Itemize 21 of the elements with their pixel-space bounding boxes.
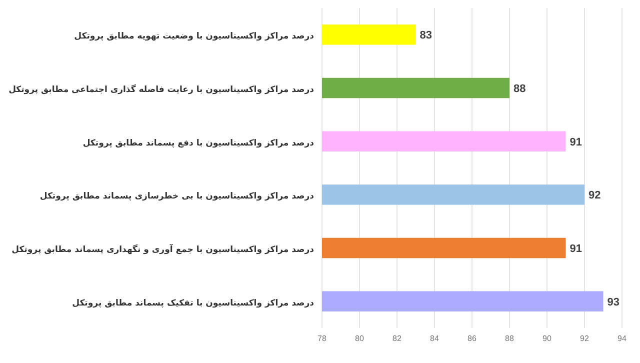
data-label: 93 bbox=[607, 296, 620, 308]
data-label: 92 bbox=[588, 190, 601, 202]
x-tick-label: 88 bbox=[505, 334, 514, 343]
y-tick-label: درصد مراکز واکسیناسیون با تفکیک پسماند مطابق پروتکل bbox=[72, 298, 315, 308]
x-tick-label: 80 bbox=[355, 334, 364, 343]
y-tick-label: درصد مراکز واکسیناسیون با جمع آوری و نگهداری پسماند مطابق پروتکل bbox=[12, 243, 315, 255]
x-tick-label: 92 bbox=[580, 334, 590, 343]
data-label: 88 bbox=[514, 83, 526, 95]
x-tick-label: 86 bbox=[468, 334, 477, 343]
x-tick-label: 82 bbox=[392, 334, 402, 343]
y-tick-label: درصد مراکز واکسیناسیون با دفع پسماند مطابق پروتکل bbox=[82, 138, 315, 148]
x-tick-label: 94 bbox=[618, 334, 627, 343]
data-label: 91 bbox=[570, 136, 582, 148]
y-tick-label: درصد مراکز واکسیناسیون با وضعیت تهویه مطابق پروتکل bbox=[74, 32, 315, 42]
x-tick-label: 84 bbox=[430, 334, 440, 343]
data-label: 83 bbox=[420, 30, 432, 42]
y-tick-label: درصد مراکز واکسیناسیون با رعایت فاصله گذاری اجتماعی مطابق پروتکل bbox=[8, 84, 315, 95]
data-label: 91 bbox=[570, 243, 582, 255]
y-tick-label: درصد مراکز واکسیناسیون با بی خطرسازی پسماند مطابق پروتکل bbox=[40, 192, 315, 202]
x-tick-label: 90 bbox=[542, 334, 552, 343]
x-tick-label: 78 bbox=[318, 334, 327, 343]
